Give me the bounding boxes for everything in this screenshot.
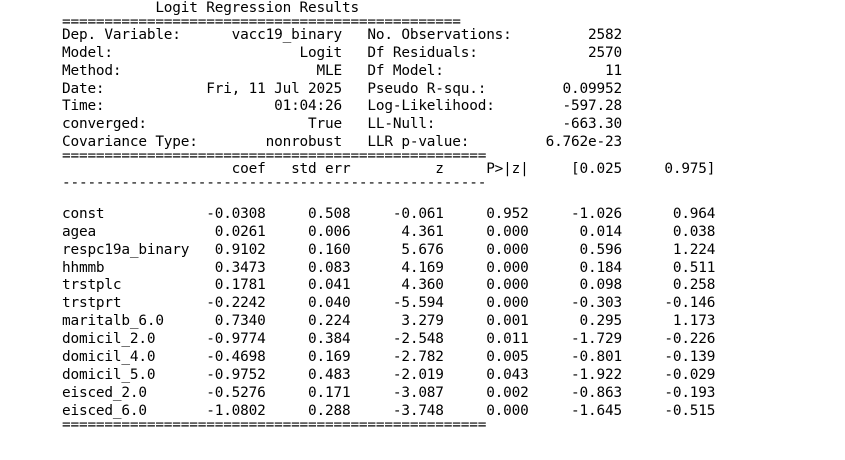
regression-summary-text: Logit Regression Results ================… — [62, 0, 715, 430]
coef-table-row: hhmmb 0.3473 0.083 4.169 0.000 0.184 0.5… — [62, 259, 716, 276]
coef-table-row: domicil_4.0 -0.4698 0.169 -2.782 0.005 -… — [62, 349, 716, 366]
spacer — [62, 188, 715, 206]
summary-title: Logit Regression Results — [62, 0, 359, 16]
coef-table-row: eisced_6.0 -1.0802 0.288 -3.748 0.000 -1… — [62, 402, 716, 419]
coef-table-row: domicil_2.0 -0.9774 0.384 -2.548 0.011 -… — [62, 331, 716, 348]
coef-table-row: respc19a_binary 0.9102 0.160 5.676 0.000… — [62, 241, 716, 258]
model-info-row: Covariance Type: nonrobust LLR p-value: … — [62, 134, 622, 151]
rule-single: ----------------------------------------… — [62, 179, 487, 189]
model-info-row: Date: Fri, 11 Jul 2025 Pseudo R-squ.: 0.… — [62, 80, 622, 97]
rule-double: ========================================… — [62, 152, 487, 162]
coef-table-row: eisced_2.0 -0.5276 0.171 -3.087 0.002 -0… — [62, 384, 716, 401]
coef-table-row: domicil_5.0 -0.9752 0.483 -2.019 0.043 -… — [62, 366, 716, 383]
model-info-row: converged: True LL-Null: -663.30 — [62, 116, 622, 133]
model-info-row: Time: 01:04:26 Log-Likelihood: -597.28 — [62, 98, 622, 115]
coef-table-row: trstplc 0.1781 0.041 4.360 0.000 0.098 0… — [62, 277, 716, 294]
coef-table-row: maritalb_6.0 0.7340 0.224 3.279 0.001 0.… — [62, 313, 716, 330]
rule-double: ========================================… — [62, 17, 461, 27]
coef-table-row: agea 0.0261 0.006 4.361 0.000 0.014 0.03… — [62, 223, 716, 240]
model-info-row: Dep. Variable: vacc19_binary No. Observa… — [62, 26, 622, 43]
rule-double: ========================================… — [62, 420, 487, 430]
model-info-row: Model: Logit Df Residuals: 2570 — [62, 44, 622, 61]
coef-table-row: const -0.0308 0.508 -0.061 0.952 -1.026 … — [62, 205, 716, 222]
coef-table-row: trstprt -0.2242 0.040 -5.594 0.000 -0.30… — [62, 295, 716, 312]
model-info-row: Method: MLE Df Model: 11 — [62, 62, 622, 79]
coef-table-header: coef std err z P>|z| [0.025 0.975] — [62, 161, 716, 178]
